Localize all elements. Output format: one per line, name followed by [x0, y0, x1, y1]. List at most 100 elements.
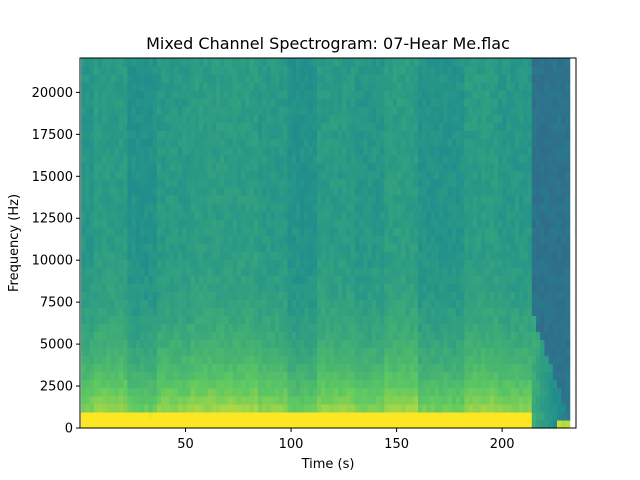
spectrogram-cell — [426, 259, 432, 268]
spectrogram-cell — [321, 82, 326, 91]
spectrogram-cell — [464, 243, 470, 252]
spectrogram-cell — [346, 411, 352, 421]
spectrogram-cell — [140, 170, 145, 180]
spectrogram-cell — [140, 379, 145, 389]
spectrogram-cell — [422, 74, 428, 83]
spectrogram-cell — [405, 347, 411, 357]
spectrogram-cell — [346, 90, 352, 99]
spectrogram-cell — [472, 267, 478, 276]
spectrogram-cell — [135, 114, 141, 123]
spectrogram-cell — [194, 106, 200, 115]
spectrogram-cell — [274, 82, 280, 91]
spectrogram-cell — [325, 154, 331, 164]
spectrogram-cell — [203, 146, 209, 156]
spectrogram-cell — [430, 419, 436, 429]
spectrogram-cell — [144, 162, 150, 172]
spectrogram-cell — [152, 355, 158, 365]
spectrogram-cell — [363, 74, 369, 83]
spectrogram-cell — [363, 251, 369, 260]
spectrogram-cell — [392, 283, 398, 292]
spectrogram-cell — [295, 74, 301, 83]
spectrogram-cell — [523, 162, 529, 172]
spectrogram-cell — [434, 251, 440, 260]
spectrogram-cell — [106, 283, 112, 292]
spectrogram-cell — [270, 267, 276, 276]
spectrogram-cell — [489, 122, 495, 131]
spectrogram-cell — [110, 243, 116, 252]
spectrogram-cell — [144, 90, 150, 99]
spectrogram-cell — [253, 379, 259, 389]
spectrogram-cell — [455, 387, 461, 397]
spectrogram-cell — [135, 363, 141, 373]
spectrogram-cell — [300, 363, 305, 373]
spectrogram-cell — [169, 267, 175, 276]
spectrogram-cell — [460, 371, 465, 381]
spectrogram-cell — [405, 66, 411, 75]
spectrogram-cell — [455, 307, 461, 316]
spectrogram-cell — [371, 202, 377, 212]
spectrogram-cell — [384, 202, 390, 212]
spectrogram-cell — [190, 267, 196, 276]
spectrogram-cell — [468, 170, 474, 180]
spectrogram-cell — [443, 226, 449, 236]
spectrogram-cell — [321, 122, 326, 131]
spectrogram-cell — [106, 331, 112, 341]
spectrogram-cell — [316, 74, 322, 83]
spectrogram-cell — [338, 218, 343, 228]
spectrogram-cell — [161, 146, 166, 156]
spectrogram-cell — [384, 419, 390, 429]
spectrogram-cell — [451, 387, 457, 397]
spectrogram-cell — [422, 162, 428, 172]
spectrogram-cell — [422, 299, 428, 308]
spectrogram-cell — [363, 307, 369, 316]
spectrogram-cell — [245, 178, 251, 188]
spectrogram-cell — [110, 363, 116, 373]
spectrogram-cell — [253, 251, 259, 260]
spectrogram-cell — [371, 210, 377, 220]
spectrogram-cell — [346, 154, 352, 164]
spectrogram-cell — [350, 339, 356, 349]
spectrogram-cell — [127, 363, 133, 373]
spectrogram-cell — [401, 339, 406, 349]
spectrogram-cell — [127, 178, 133, 188]
spectrogram-cell — [363, 363, 369, 373]
spectrogram-cell — [148, 122, 154, 131]
spectrogram-cell — [85, 154, 91, 164]
spectrogram-cell — [430, 363, 436, 373]
spectrogram-cell — [186, 323, 192, 333]
spectrogram-cell — [477, 395, 482, 405]
spectrogram-cell — [422, 259, 428, 268]
spectrogram-cell — [418, 82, 423, 91]
spectrogram-cell — [413, 138, 419, 148]
spectrogram-cell — [384, 275, 390, 284]
spectrogram-cell — [367, 323, 373, 333]
spectrogram-cell — [523, 66, 529, 75]
spectrogram-cell — [106, 186, 112, 196]
spectrogram-cell — [375, 114, 381, 123]
spectrogram-cell — [418, 178, 423, 188]
spectrogram-cell — [257, 259, 263, 268]
spectrogram-cell — [413, 130, 419, 140]
spectrogram-cell — [468, 98, 474, 107]
spectrogram-cell — [481, 323, 487, 333]
spectrogram-cell — [211, 379, 217, 389]
spectrogram-cell — [312, 122, 318, 131]
spectrogram-cell — [279, 114, 284, 123]
spectrogram-cell — [190, 114, 196, 123]
spectrogram-cell — [413, 66, 419, 75]
spectrogram-cell — [514, 170, 520, 180]
spectrogram-cell — [447, 355, 453, 365]
spectrogram-cell — [190, 395, 196, 405]
spectrogram-cell — [220, 82, 225, 91]
spectrogram-cell — [190, 58, 196, 67]
spectrogram-cell — [316, 259, 322, 268]
spectrogram-cell — [485, 210, 491, 220]
spectrogram-cell — [165, 243, 171, 252]
spectrogram-cell — [447, 371, 453, 381]
spectrogram-cell — [451, 226, 457, 236]
spectrogram-cell — [447, 323, 453, 333]
spectrogram-cell — [224, 243, 230, 252]
spectrogram-cell — [405, 146, 411, 156]
spectrogram-cell — [199, 267, 204, 276]
spectrogram-cell — [173, 307, 179, 316]
